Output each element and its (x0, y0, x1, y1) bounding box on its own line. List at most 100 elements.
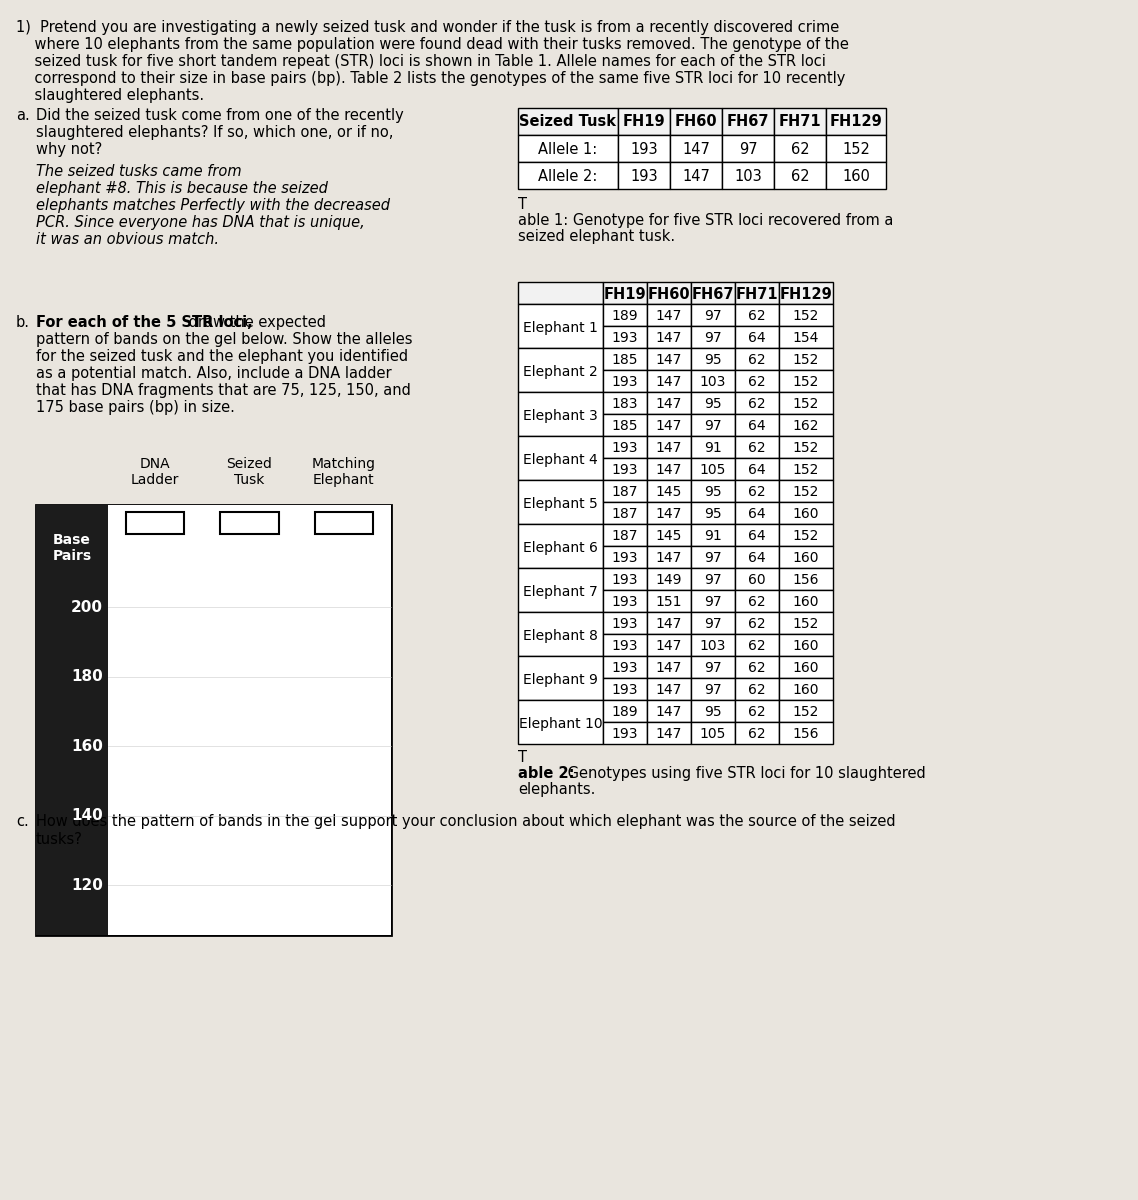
Bar (603, 612, 648, 634)
Bar (691, 326, 735, 348)
Bar (780, 458, 833, 480)
Bar (648, 634, 691, 656)
Bar (691, 656, 735, 678)
Bar (518, 568, 603, 612)
Text: 152: 152 (793, 374, 819, 389)
Text: FH71: FH71 (735, 287, 778, 302)
Text: T: T (518, 750, 527, 766)
Text: 152: 152 (793, 529, 819, 542)
Text: 103: 103 (700, 374, 726, 389)
Bar (735, 436, 780, 458)
Bar (648, 414, 691, 436)
Text: Seized Tusk: Seized Tusk (520, 114, 617, 128)
Bar (670, 134, 721, 162)
Bar (691, 722, 735, 744)
Bar (603, 480, 648, 502)
Bar (691, 524, 735, 546)
Text: able 2:: able 2: (518, 766, 575, 781)
Text: seized tusk for five short tandem repeat (STR) loci is shown in Table 1. Allele : seized tusk for five short tandem repeat… (16, 54, 826, 68)
Bar (518, 282, 603, 304)
Text: 147: 147 (655, 397, 682, 410)
Text: DNA
Ladder: DNA Ladder (131, 457, 180, 487)
Text: 97: 97 (704, 308, 721, 323)
Text: 62: 62 (748, 374, 766, 389)
Text: 97: 97 (704, 419, 721, 433)
Text: 185: 185 (612, 353, 638, 367)
Bar (618, 162, 670, 188)
Bar (691, 590, 735, 612)
Text: 193: 193 (612, 572, 638, 587)
Text: 160: 160 (793, 551, 819, 565)
Text: where 10 elephants from the same population were found dead with their tusks rem: where 10 elephants from the same populat… (16, 37, 849, 52)
Bar (603, 436, 648, 458)
Bar (603, 392, 648, 414)
Text: 152: 152 (793, 308, 819, 323)
Bar (735, 414, 780, 436)
Bar (691, 502, 735, 524)
Text: 60: 60 (748, 572, 766, 587)
Bar (518, 304, 603, 348)
Bar (648, 590, 691, 612)
Bar (691, 546, 735, 568)
Bar (780, 392, 833, 414)
Text: Base
Pairs: Base Pairs (52, 533, 91, 563)
Bar (518, 108, 618, 134)
Text: 64: 64 (748, 331, 766, 346)
Bar (735, 722, 780, 744)
Text: 95: 95 (704, 704, 721, 719)
Bar (603, 700, 648, 722)
Bar (774, 134, 826, 162)
Text: 62: 62 (748, 617, 766, 631)
Text: 175 base pairs (bp) in size.: 175 base pairs (bp) in size. (36, 400, 234, 415)
Text: 64: 64 (748, 551, 766, 565)
Text: Allele 2:: Allele 2: (538, 169, 597, 184)
Text: FH129: FH129 (780, 287, 832, 302)
Text: 189: 189 (612, 308, 638, 323)
Bar (670, 108, 721, 134)
Text: 200: 200 (71, 600, 104, 614)
Text: pattern of bands on the gel below. Show the alleles: pattern of bands on the gel below. Show … (36, 332, 412, 347)
Text: FH19: FH19 (622, 114, 666, 128)
Bar (735, 524, 780, 546)
Bar (603, 304, 648, 326)
Text: tusks?: tusks? (36, 832, 83, 847)
Text: FH67: FH67 (692, 287, 734, 302)
Text: 97: 97 (704, 595, 721, 608)
Text: 156: 156 (793, 727, 819, 740)
Text: FH71: FH71 (778, 114, 822, 128)
Text: 185: 185 (612, 419, 638, 433)
Bar (780, 656, 833, 678)
Text: 1)  Pretend you are investigating a newly seized tusk and wonder if the tusk is : 1) Pretend you are investigating a newly… (16, 20, 839, 35)
Bar (603, 590, 648, 612)
Text: 64: 64 (748, 529, 766, 542)
Text: elephant #8. This is because the seized: elephant #8. This is because the seized (36, 181, 328, 196)
Bar (648, 370, 691, 392)
Bar (721, 162, 774, 188)
Text: 193: 193 (612, 661, 638, 674)
Text: 147: 147 (655, 661, 682, 674)
Text: 120: 120 (71, 877, 104, 893)
Text: PCR. Since everyone has DNA that is unique,: PCR. Since everyone has DNA that is uniq… (36, 215, 365, 230)
Bar (126, 512, 184, 534)
Text: 193: 193 (630, 169, 658, 184)
Text: 147: 147 (655, 617, 682, 631)
Text: slaughtered elephants.: slaughtered elephants. (16, 88, 204, 103)
Bar (648, 656, 691, 678)
Bar (518, 612, 603, 656)
Text: Genotypes using five STR loci for 10 slaughtered: Genotypes using five STR loci for 10 sla… (563, 766, 925, 781)
Text: Elephant 8: Elephant 8 (523, 629, 597, 643)
Bar (735, 480, 780, 502)
Bar (648, 722, 691, 744)
Text: 187: 187 (612, 529, 638, 542)
Text: for the seized tusk and the elephant you identified: for the seized tusk and the elephant you… (36, 349, 409, 364)
Bar (648, 392, 691, 414)
Bar (603, 524, 648, 546)
Bar (518, 348, 603, 392)
Text: 193: 193 (612, 463, 638, 476)
Text: 62: 62 (748, 440, 766, 455)
Bar (735, 502, 780, 524)
Bar (735, 458, 780, 480)
Bar (648, 304, 691, 326)
Text: it was an obvious match.: it was an obvious match. (36, 232, 218, 247)
Text: 152: 152 (793, 353, 819, 367)
